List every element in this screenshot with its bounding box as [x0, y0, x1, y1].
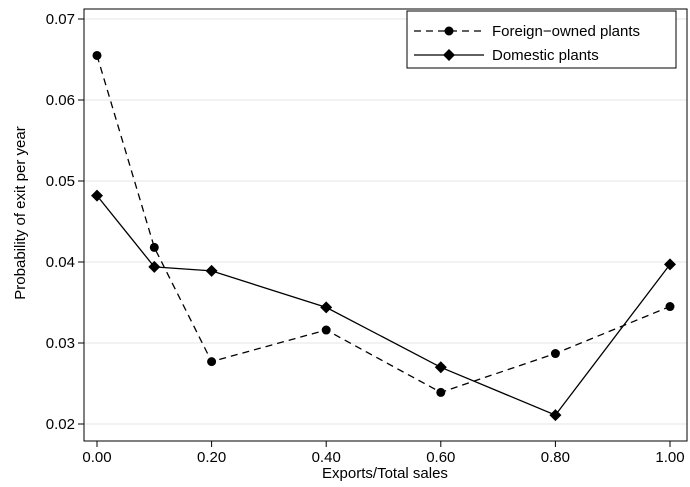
data-point	[321, 325, 331, 335]
grid-lines	[84, 18, 687, 425]
data-point	[665, 302, 675, 312]
y-tick-label: 0.03	[46, 335, 75, 352]
x-tick-label: 0.40	[312, 449, 341, 466]
data-point	[92, 50, 102, 60]
x-tick-label: 0.60	[426, 449, 455, 466]
x-tick-label: 0.00	[82, 449, 111, 466]
data-point	[664, 258, 676, 271]
y-tick-label: 0.06	[46, 92, 75, 109]
data-point	[149, 242, 159, 252]
data-point	[148, 260, 161, 273]
y-tick-label: 0.05	[46, 173, 75, 190]
data-point	[91, 189, 103, 202]
series-domestic	[91, 189, 676, 422]
data-point	[549, 409, 562, 422]
x-axis: 0.00 0.20 0.40 0.60 0.80 1.00	[82, 441, 685, 466]
y-tick-label: 0.04	[46, 254, 75, 271]
legend: Foreign−owned plants Domestic plants	[406, 10, 677, 69]
legend-label-domestic: Domestic plants	[492, 47, 599, 64]
series-foreign-owned	[92, 50, 675, 397]
data-point	[205, 264, 218, 277]
data-point	[436, 387, 446, 397]
plot-frame	[83, 8, 688, 442]
legend-label-foreign: Foreign−owned plants	[492, 23, 640, 40]
legend-marker-foreign	[444, 26, 454, 36]
x-axis-title: Exports/Total sales	[322, 465, 448, 482]
y-axis: 0.02 0.03 0.04 0.05 0.06 0.07	[46, 11, 84, 433]
data-point	[320, 301, 333, 314]
x-tick-label: 1.00	[655, 449, 684, 466]
legend-box	[406, 10, 677, 69]
legend-marker-domestic	[443, 49, 455, 61]
x-tick-label: 0.20	[197, 449, 226, 466]
data-point	[550, 349, 560, 359]
y-tick-label: 0.02	[46, 416, 75, 433]
y-axis-title: Probability of exit per year	[12, 126, 29, 299]
series-line	[96, 55, 671, 394]
data-point	[434, 361, 447, 374]
series-layer	[91, 50, 676, 422]
data-point	[207, 357, 217, 367]
x-tick-label: 0.80	[541, 449, 570, 466]
y-tick-label: 0.07	[46, 11, 75, 28]
